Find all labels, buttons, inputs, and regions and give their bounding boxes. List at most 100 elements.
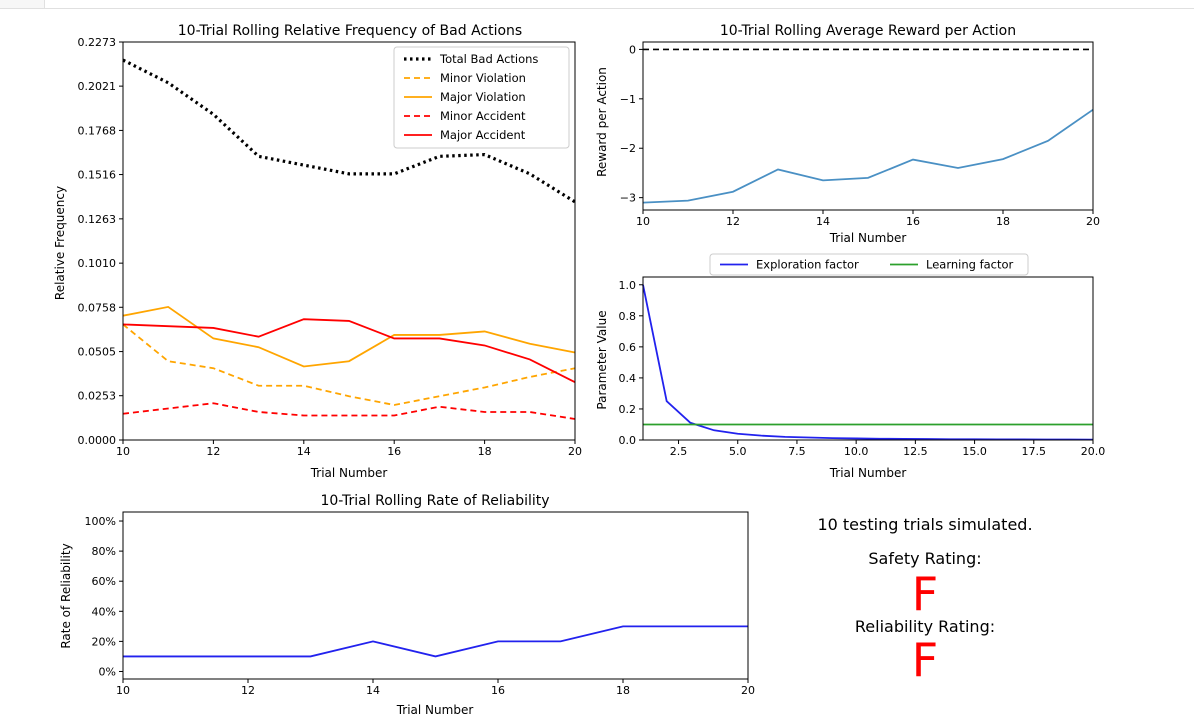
reliability-grade: F (912, 633, 938, 687)
plot-frame (642, 41, 1094, 211)
y-tick-label: 0.0505 (78, 346, 117, 359)
x-tick-label: 17.5 (1022, 445, 1047, 458)
series-line-1 (122, 323, 576, 406)
y-tick-label: 80% (92, 545, 116, 558)
x-tick-label: 20 (741, 684, 755, 697)
x-tick-label: 18 (996, 215, 1010, 228)
x-tick-label: 12 (206, 445, 220, 458)
chart-title: 10-Trial Rolling Average Reward per Acti… (720, 23, 1016, 39)
x-tick-label: 18 (616, 684, 630, 697)
y-tick-label: 0% (99, 665, 116, 678)
x-tick-label: 14 (366, 684, 380, 697)
x-axis-label: Trial Number (829, 231, 907, 245)
plot-frame (122, 511, 749, 680)
y-tick-label: 0.0000 (78, 434, 117, 447)
reliability-chart: 10-Trial Rolling Rate of Reliability Rat… (59, 493, 755, 717)
legend: Total Bad Actions Minor Violation Major Vi… (393, 46, 570, 149)
x-tick-label: 2.5 (670, 445, 688, 458)
x-tick-label: 14 (816, 215, 830, 228)
series-line-0 (642, 108, 1094, 204)
legend-entry: Total Bad Actions (439, 52, 538, 66)
x-tick-label: 18 (478, 445, 492, 458)
y-tick-label: 100% (85, 515, 116, 528)
trials-simulated-text: 10 testing trials simulated. (817, 515, 1032, 534)
chart-title: 10-Trial Rolling Relative Frequency of B… (178, 23, 522, 39)
x-tick-label: 12.5 (903, 445, 928, 458)
y-tick-label: 0.8 (619, 310, 637, 323)
y-tick-label: 0.2273 (78, 36, 117, 49)
legend-box (393, 46, 570, 149)
x-tick-label: 12 (241, 684, 255, 697)
legend-entry: Major Accident (440, 128, 526, 142)
series-line-2 (122, 305, 576, 368)
y-tick-label: 0.6 (619, 341, 637, 354)
y-axis-label: Rate of Reliability (59, 543, 73, 648)
y-tick-label: −3 (620, 192, 636, 205)
x-axis-label: Trial Number (396, 703, 474, 717)
y-tick-label: 0.0253 (78, 390, 117, 403)
y-tick-label: 0.0 (619, 434, 637, 447)
y-tick-label: 0.0758 (78, 301, 117, 314)
y-tick-label: 0.1010 (78, 257, 117, 270)
series-line-4 (122, 318, 576, 384)
plot-frame (122, 41, 576, 441)
series-line-0 (123, 625, 748, 658)
safety-rating-label: Safety Rating: (868, 549, 981, 568)
y-axis-label: Parameter Value (595, 310, 609, 409)
series-line-3 (122, 402, 576, 420)
bad-actions-chart: 10-Trial Rolling Relative Frequency of B… (53, 23, 582, 480)
x-tick-label: 16 (387, 445, 401, 458)
y-tick-label: 0.2 (619, 403, 637, 416)
legend-entry: Minor Accident (440, 109, 526, 123)
legend-entry: Minor Violation (440, 71, 526, 85)
cell-output-border (44, 0, 1194, 9)
y-tick-label: −1 (620, 93, 636, 106)
y-tick-label: 40% (92, 605, 116, 618)
legend: Exploration factor Learning factor (709, 253, 1029, 276)
x-axis-label: Trial Number (310, 466, 388, 480)
y-axis-label: Relative Frequency (53, 186, 67, 300)
x-axis-label: Trial Number (829, 466, 907, 480)
reliability-rating-label: Reliability Rating: (855, 617, 995, 636)
x-tick-label: 12 (726, 215, 740, 228)
x-tick-label: 7.5 (788, 445, 806, 458)
rating-summary: 10 testing trials simulated. Safety Rati… (817, 515, 1032, 687)
avg-reward-chart: 10-Trial Rolling Average Reward per Acti… (595, 23, 1100, 245)
x-tick-label: 10 (116, 445, 130, 458)
y-axis-label: Reward per Action (595, 67, 609, 177)
legend-entry: Exploration factor (756, 258, 859, 272)
cell-gutter (0, 0, 45, 9)
legend-entry: Major Violation (440, 90, 526, 104)
y-tick-label: 0.1263 (78, 213, 117, 226)
x-tick-label: 10 (116, 684, 130, 697)
series-line-0 (122, 58, 576, 204)
chart-title: 10-Trial Rolling Rate of Reliability (320, 493, 549, 509)
y-tick-label: 0 (629, 43, 636, 56)
x-tick-label: 16 (906, 215, 920, 228)
x-tick-label: 5.0 (729, 445, 747, 458)
parameters-chart: Parameter Value Trial Number 2.5 5.0 7.5 10… (595, 253, 1106, 480)
y-tick-label: 0.2021 (78, 80, 117, 93)
plot-frame (642, 276, 1094, 441)
legend-entry: Learning factor (926, 258, 1014, 272)
x-tick-label: 14 (297, 445, 311, 458)
series-line-0 (642, 284, 1094, 441)
y-tick-label: 0.4 (619, 372, 637, 385)
y-tick-label: 20% (92, 635, 116, 648)
y-tick-label: 1.0 (619, 279, 637, 292)
y-tick-label: 0.1768 (78, 124, 117, 137)
x-tick-label: 20 (568, 445, 582, 458)
y-tick-label: −2 (620, 142, 636, 155)
safety-grade: F (912, 567, 938, 621)
legend-box (709, 253, 1029, 276)
y-tick-label: 0.1516 (78, 169, 117, 182)
x-tick-label: 15.0 (962, 445, 987, 458)
x-tick-label: 20.0 (1081, 445, 1106, 458)
x-tick-label: 10.0 (844, 445, 869, 458)
x-tick-label: 10 (636, 215, 650, 228)
x-tick-label: 16 (491, 684, 505, 697)
x-tick-label: 20 (1086, 215, 1100, 228)
y-tick-label: 60% (92, 575, 116, 588)
